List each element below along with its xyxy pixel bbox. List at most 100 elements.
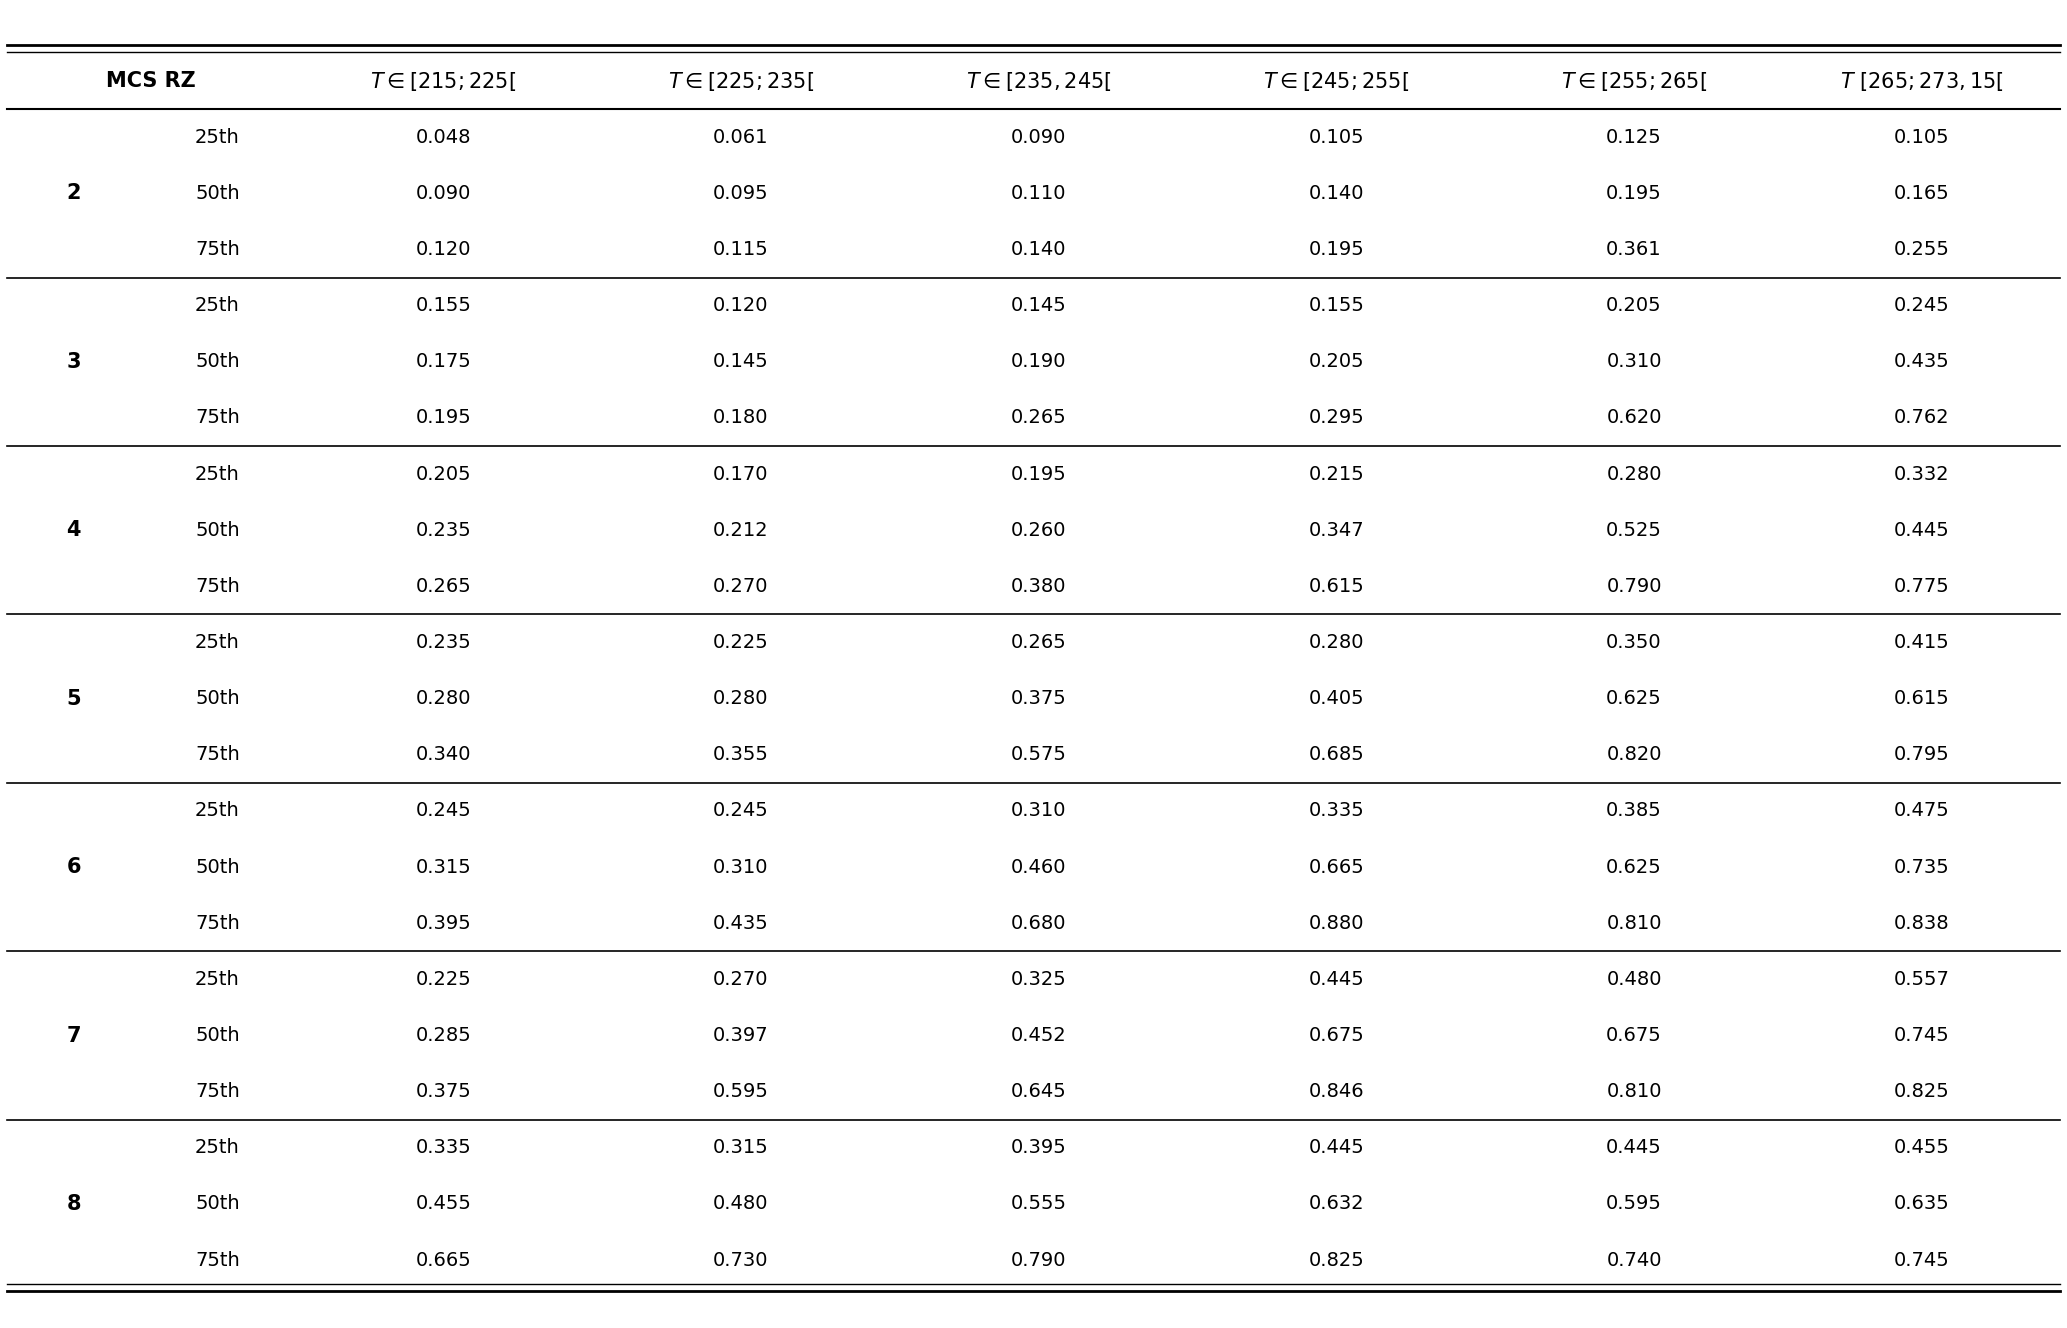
Text: 0.838: 0.838 xyxy=(1893,914,1949,932)
Text: 0.295: 0.295 xyxy=(1308,409,1364,428)
Text: 0.205: 0.205 xyxy=(1606,296,1662,315)
Text: 0.825: 0.825 xyxy=(1893,1082,1949,1101)
Text: 0.245: 0.245 xyxy=(415,801,471,821)
Text: 0.155: 0.155 xyxy=(1308,296,1364,315)
Text: 0.460: 0.460 xyxy=(1011,858,1067,876)
Text: $T\ [265;273,15[$: $T\ [265;273,15[$ xyxy=(1840,69,2003,93)
Text: 25th: 25th xyxy=(194,127,240,146)
Text: $T \in [235,245[$: $T \in [235,245[$ xyxy=(965,69,1112,93)
Text: 0.335: 0.335 xyxy=(415,1138,471,1157)
Text: 0.846: 0.846 xyxy=(1308,1082,1364,1101)
Text: 0.270: 0.270 xyxy=(713,576,769,596)
Text: 0.120: 0.120 xyxy=(713,296,769,315)
Text: 0.375: 0.375 xyxy=(415,1082,471,1101)
Text: 7: 7 xyxy=(66,1025,81,1045)
Text: 0.140: 0.140 xyxy=(1011,240,1067,259)
Text: 0.245: 0.245 xyxy=(713,801,769,821)
Text: 0.525: 0.525 xyxy=(1606,521,1662,539)
Text: 0.625: 0.625 xyxy=(1606,689,1662,708)
Text: 0.790: 0.790 xyxy=(1011,1251,1067,1270)
Text: 25th: 25th xyxy=(194,801,240,821)
Text: 0.310: 0.310 xyxy=(1011,801,1067,821)
Text: 75th: 75th xyxy=(194,240,240,259)
Text: 0.735: 0.735 xyxy=(1893,858,1949,876)
Text: 0.435: 0.435 xyxy=(713,914,769,932)
Text: 6: 6 xyxy=(66,857,81,876)
Text: 0.665: 0.665 xyxy=(1308,858,1364,876)
Text: 0.557: 0.557 xyxy=(1893,969,1949,989)
Text: 25th: 25th xyxy=(194,465,240,483)
Text: 0.090: 0.090 xyxy=(1011,127,1067,146)
Text: 0.215: 0.215 xyxy=(1308,465,1364,483)
Text: 0.395: 0.395 xyxy=(415,914,471,932)
Text: MCS RZ: MCS RZ xyxy=(105,70,196,92)
Text: 0.375: 0.375 xyxy=(1011,689,1067,708)
Text: 0.205: 0.205 xyxy=(1308,352,1364,372)
Text: 0.380: 0.380 xyxy=(1011,576,1067,596)
Text: 0.615: 0.615 xyxy=(1308,576,1364,596)
Text: 0.105: 0.105 xyxy=(1893,127,1949,146)
Text: 0.155: 0.155 xyxy=(415,296,471,315)
Text: 5: 5 xyxy=(66,689,81,709)
Text: 0.685: 0.685 xyxy=(1308,745,1364,765)
Text: 0.265: 0.265 xyxy=(1011,633,1067,652)
Text: 0.235: 0.235 xyxy=(415,521,471,539)
Text: 0.180: 0.180 xyxy=(713,409,769,428)
Text: 0.195: 0.195 xyxy=(1011,465,1067,483)
Text: 0.452: 0.452 xyxy=(1011,1027,1067,1045)
Text: 0.280: 0.280 xyxy=(415,689,471,708)
Text: 0.480: 0.480 xyxy=(713,1194,769,1214)
Text: 0.265: 0.265 xyxy=(415,576,471,596)
Text: 0.361: 0.361 xyxy=(1606,240,1662,259)
Text: 0.810: 0.810 xyxy=(1606,914,1662,932)
Text: 0.095: 0.095 xyxy=(713,183,769,203)
Text: 0.625: 0.625 xyxy=(1606,858,1662,876)
Text: 0.048: 0.048 xyxy=(415,127,471,146)
Text: 0.170: 0.170 xyxy=(713,465,769,483)
Text: 0.315: 0.315 xyxy=(713,1138,769,1157)
Text: 0.165: 0.165 xyxy=(1893,183,1949,203)
Text: 0.350: 0.350 xyxy=(1606,633,1662,652)
Text: 0.445: 0.445 xyxy=(1606,1138,1662,1157)
Text: 0.145: 0.145 xyxy=(713,352,769,372)
Text: 75th: 75th xyxy=(194,1251,240,1270)
Text: 0.140: 0.140 xyxy=(1308,183,1364,203)
Text: 0.090: 0.090 xyxy=(415,183,471,203)
Text: 0.620: 0.620 xyxy=(1606,409,1662,428)
Text: 0.665: 0.665 xyxy=(415,1251,471,1270)
Text: 0.730: 0.730 xyxy=(713,1251,769,1270)
Text: 0.395: 0.395 xyxy=(1011,1138,1067,1157)
Text: 8: 8 xyxy=(66,1194,81,1214)
Text: 0.310: 0.310 xyxy=(713,858,769,876)
Text: 0.820: 0.820 xyxy=(1606,745,1662,765)
Text: 0.205: 0.205 xyxy=(415,465,471,483)
Text: 0.455: 0.455 xyxy=(1893,1138,1949,1157)
Text: 0.310: 0.310 xyxy=(1606,352,1662,372)
Text: 0.195: 0.195 xyxy=(415,409,471,428)
Text: 0.285: 0.285 xyxy=(415,1027,471,1045)
Text: 75th: 75th xyxy=(194,745,240,765)
Text: 0.340: 0.340 xyxy=(415,745,471,765)
Text: 2: 2 xyxy=(66,183,81,203)
Text: 0.175: 0.175 xyxy=(415,352,471,372)
Text: 0.455: 0.455 xyxy=(415,1194,471,1214)
Text: 25th: 25th xyxy=(194,1138,240,1157)
Text: 75th: 75th xyxy=(194,1082,240,1101)
Text: 75th: 75th xyxy=(194,409,240,428)
Text: 0.385: 0.385 xyxy=(1606,801,1662,821)
Text: 0.645: 0.645 xyxy=(1011,1082,1067,1101)
Text: 0.575: 0.575 xyxy=(1011,745,1067,765)
Text: 0.315: 0.315 xyxy=(415,858,471,876)
Text: 0.115: 0.115 xyxy=(713,240,769,259)
Text: 0.190: 0.190 xyxy=(1011,352,1067,372)
Text: 75th: 75th xyxy=(194,914,240,932)
Text: 0.195: 0.195 xyxy=(1606,183,1662,203)
Text: 50th: 50th xyxy=(194,858,240,876)
Text: 0.445: 0.445 xyxy=(1308,969,1364,989)
Text: 0.775: 0.775 xyxy=(1893,576,1949,596)
Text: 0.397: 0.397 xyxy=(713,1027,769,1045)
Text: 0.745: 0.745 xyxy=(1893,1251,1949,1270)
Text: 0.105: 0.105 xyxy=(1308,127,1364,146)
Text: 0.635: 0.635 xyxy=(1893,1194,1949,1214)
Text: 50th: 50th xyxy=(194,689,240,708)
